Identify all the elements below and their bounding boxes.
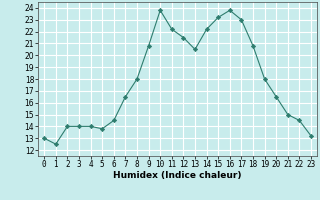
X-axis label: Humidex (Indice chaleur): Humidex (Indice chaleur) — [113, 171, 242, 180]
